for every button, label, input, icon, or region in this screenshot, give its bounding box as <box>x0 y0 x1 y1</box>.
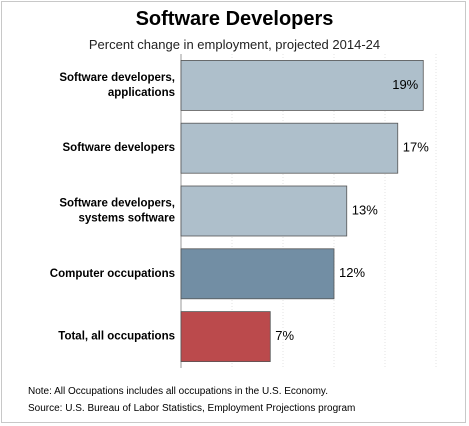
category-label-1: Software developers <box>63 142 175 154</box>
chart-note: Note: All Occupations includes all occup… <box>28 386 328 397</box>
category-label-line: Total, all occupations <box>58 331 175 343</box>
category-label-0: Software developers, applications <box>59 72 175 99</box>
bar-2 <box>180 185 348 237</box>
bar-3 <box>180 248 335 300</box>
value-label-0: 19% <box>392 77 418 92</box>
category-label-line: Software developers, <box>59 72 175 84</box>
bar-0 <box>180 60 424 111</box>
category-label-line: applications <box>108 87 175 99</box>
chart-source: Source: U.S. Bureau of Labor Statistics,… <box>28 403 356 414</box>
bars <box>180 60 424 363</box>
category-label-4: Total, all occupations <box>58 331 175 343</box>
value-label-3: 12% <box>339 265 365 280</box>
bar-4 <box>180 311 271 363</box>
value-label-2: 13% <box>352 202 378 217</box>
value-label-1: 17% <box>403 140 429 155</box>
chart-title: Software Developers <box>135 8 334 30</box>
category-label-line: systems software <box>78 213 175 225</box>
category-label-2: Software developers, systems software <box>59 198 175 225</box>
value-label-4: 7% <box>275 328 294 343</box>
bar-1 <box>180 122 399 174</box>
chart-subtitle: Percent change in employment, projected … <box>88 37 381 52</box>
category-label-3: Computer occupations <box>50 268 175 280</box>
labels: 19% Software developers, applications 17% So… <box>50 72 429 343</box>
category-label-line: Software developers <box>63 142 175 154</box>
category-label-line: Software developers, <box>59 198 175 210</box>
category-label-line: Computer occupations <box>50 268 175 280</box>
